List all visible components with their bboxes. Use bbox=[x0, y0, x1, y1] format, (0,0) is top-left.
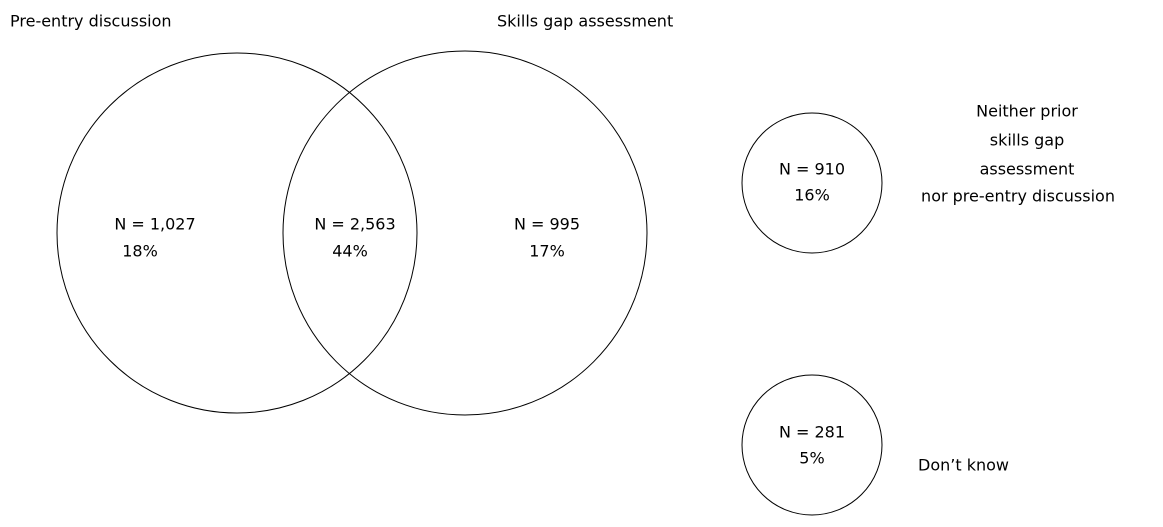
outside-circle bbox=[741, 112, 883, 254]
set-label: Pre-entry discussion bbox=[10, 12, 172, 31]
region-count: N = 2,563 bbox=[314, 215, 395, 234]
outside-label: nor pre-entry discussion bbox=[921, 187, 1115, 206]
outside-percent: 16% bbox=[794, 186, 830, 205]
outside-count: N = 281 bbox=[779, 423, 845, 442]
outside-percent: 5% bbox=[799, 449, 824, 468]
region-percent: 17% bbox=[529, 242, 565, 261]
region-count: N = 1,027 bbox=[114, 215, 195, 234]
set-label: Skills gap assessment bbox=[497, 12, 673, 31]
region-percent: 18% bbox=[122, 242, 158, 261]
outside-label: skills gap bbox=[990, 131, 1064, 150]
set-circle bbox=[56, 52, 418, 414]
outside-circle bbox=[741, 374, 883, 516]
outside-label: Neither prior bbox=[976, 102, 1078, 121]
region-percent: 44% bbox=[332, 242, 368, 261]
set-circle bbox=[282, 50, 648, 416]
outside-count: N = 910 bbox=[779, 160, 845, 179]
outside-label: assessment bbox=[980, 160, 1075, 179]
region-count: N = 995 bbox=[514, 215, 580, 234]
outside-label: Don’t know bbox=[918, 456, 1009, 475]
